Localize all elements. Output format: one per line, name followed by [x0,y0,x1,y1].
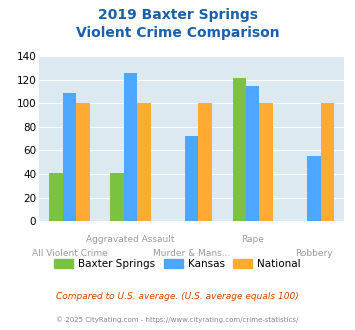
Text: Rape: Rape [241,235,264,244]
Text: Robbery: Robbery [295,249,333,258]
Text: Compared to U.S. average. (U.S. average equals 100): Compared to U.S. average. (U.S. average … [56,292,299,301]
Legend: Baxter Springs, Kansas, National: Baxter Springs, Kansas, National [50,254,305,273]
Text: Aggravated Assault: Aggravated Assault [86,235,175,244]
Text: Violent Crime Comparison: Violent Crime Comparison [76,26,279,40]
Bar [260,103,273,221]
Bar [76,103,90,221]
Bar [110,173,124,221]
Bar [49,173,63,221]
Bar [137,103,151,221]
Bar [307,156,321,221]
Text: © 2025 CityRating.com - https://www.cityrating.com/crime-statistics/: © 2025 CityRating.com - https://www.city… [56,317,299,323]
Text: Murder & Mans...: Murder & Mans... [153,249,230,258]
Bar [233,79,246,221]
Text: 2019 Baxter Springs: 2019 Baxter Springs [98,8,257,22]
Bar [321,103,334,221]
Bar [63,93,76,221]
Text: All Violent Crime: All Violent Crime [32,249,108,258]
Bar [185,136,198,221]
Bar [198,103,212,221]
Bar [124,73,137,221]
Bar [246,85,260,221]
